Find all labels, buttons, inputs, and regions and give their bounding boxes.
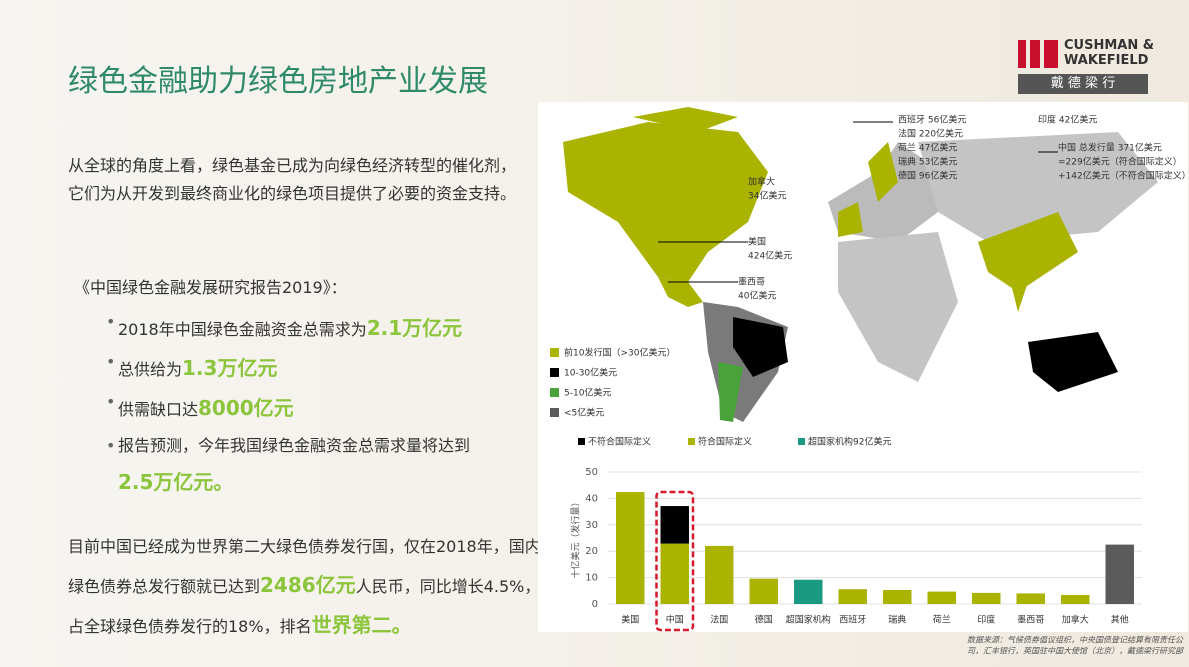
map-label: 荷兰 47亿美元 <box>898 142 957 154</box>
map-label: 德国 96亿美元 <box>898 170 957 182</box>
legend-swatch <box>688 438 695 445</box>
logo-text: WAKEFIELD <box>1064 53 1148 68</box>
x-tick-label: 墨西哥 <box>1017 615 1044 626</box>
bullet-text: 供需缺口达 <box>118 400 198 419</box>
legend-label: 不符合国际定义 <box>588 436 651 448</box>
bullet-text: 总供给为 <box>118 360 182 379</box>
x-tick-label: 印度 <box>977 614 995 626</box>
title: 绿色金融助力绿色房地产业发展 <box>68 56 488 100</box>
x-tick-label: 美国 <box>621 614 639 626</box>
bar <box>972 593 1000 604</box>
bar <box>616 492 644 604</box>
x-tick-label: 瑞典 <box>888 614 906 626</box>
y-tick-label: 30 <box>585 520 598 531</box>
bullet: 供需缺口达8000亿元 <box>118 392 294 421</box>
map-label: 西班牙 56亿美元 <box>898 114 966 126</box>
legend-swatch <box>578 438 585 445</box>
bullet: 报告预测，今年我国绿色金融资金总需求量将达到 2.5万亿元。 <box>118 428 528 502</box>
intro: 从全球的角度上看，绿色基金已成为向绿色经济转型的催化剂，它们为从开发到最终商业化… <box>68 152 518 208</box>
bar <box>1106 545 1134 604</box>
map-legend-label: 10-30亿美元 <box>564 367 617 379</box>
map-label: 34亿美元 <box>748 190 786 202</box>
highlight: 1.3万亿元 <box>182 356 277 380</box>
y-tick-label: 20 <box>585 546 598 557</box>
slide: 绿色金融助力绿色房地产业发展 CUSHMAN & WAKEFIELD 戴 德 梁… <box>0 0 1189 667</box>
x-tick-label: 西班牙 <box>839 614 866 626</box>
bar <box>794 580 822 604</box>
map-legend-swatch <box>550 348 559 357</box>
legend-label: 超国家机构92亿美元 <box>808 436 891 448</box>
bar <box>750 579 778 604</box>
bar <box>1017 593 1045 604</box>
y-axis-label: 十亿美元（发行量） <box>570 497 582 578</box>
map-legend-swatch <box>550 388 559 397</box>
map-label: 加拿大 <box>748 176 775 188</box>
logo-text: CUSHMAN & <box>1064 38 1154 53</box>
bar <box>839 589 867 604</box>
y-tick-label: 40 <box>585 493 598 504</box>
map-label: 墨西哥 <box>738 277 765 288</box>
source-note: 司，汇丰银行，英国驻中国大使馆（北京），戴德梁行研究部 <box>967 647 1185 656</box>
map-label: 瑞典 53亿美元 <box>898 156 957 168</box>
y-tick-label: 50 <box>585 467 598 478</box>
map-legend-label: 前10发行国（>30亿美元） <box>564 347 675 359</box>
y-tick-label: 0 <box>592 599 598 610</box>
bar <box>661 544 689 604</box>
report: 《中国绿色金融发展研究报告2019》： <box>74 274 347 298</box>
bullet-text: 报告预测，今年我国绿色金融资金总需求量将达到 <box>118 436 470 455</box>
bullet: 总供给为1.3万亿元 <box>118 352 277 381</box>
x-tick-label: 加拿大 <box>1062 614 1089 626</box>
bar <box>883 590 911 604</box>
closing: 目前中国已经成为世界第二大绿色债券发行国，仅在2018年，国内绿色债券总发行额就… <box>68 528 548 646</box>
x-tick-label: 其他 <box>1111 614 1129 626</box>
highlight: 2486亿元 <box>260 573 356 597</box>
bar <box>928 592 956 604</box>
logo-cn: 戴 德 梁 行 <box>1018 74 1148 94</box>
map-legend-label: 5-10亿美元 <box>564 387 611 399</box>
bar <box>705 546 733 604</box>
map-label: 印度 42亿美元 <box>1038 114 1097 126</box>
highlight: 2.1万亿元 <box>367 316 462 340</box>
map-label: 中国 总发行量 371亿美元 <box>1058 142 1162 154</box>
highlight: 世界第二。 <box>312 613 412 637</box>
x-tick-label: 中国 <box>666 614 684 626</box>
legend-swatch <box>798 438 805 445</box>
bullet-text: 2018年中国绿色金融资金总需求为 <box>118 320 367 339</box>
y-tick-label: 10 <box>585 573 598 584</box>
bullet: 2018年中国绿色金融资金总需求为2.1万亿元 <box>118 312 462 341</box>
map-label: 法国 220亿美元 <box>898 128 963 140</box>
bar <box>661 506 689 543</box>
source-note: 数据来源：气候债券倡议组织，中央国债登记结算有限责任公 <box>967 636 1184 645</box>
highlight: 8000亿元 <box>198 396 294 420</box>
map-label: 40亿美元 <box>738 290 776 302</box>
x-tick-label: 荷兰 <box>933 614 951 626</box>
x-tick-label: 法国 <box>710 614 728 626</box>
map-legend-swatch <box>550 368 559 377</box>
legend-label: 符合国际定义 <box>698 436 752 448</box>
map-label: 424亿美元 <box>748 250 792 262</box>
bar <box>1061 595 1089 604</box>
map-label: +142亿美元（不符合国际定义） <box>1058 170 1188 182</box>
x-tick-label: 德国 <box>755 614 773 626</box>
logo-mark <box>1018 40 1058 68</box>
highlight: 2.5万亿元。 <box>118 470 233 494</box>
map-legend-label: <5亿美元 <box>564 407 604 419</box>
x-tick-label: 超国家机构 <box>786 614 831 626</box>
map-legend-swatch <box>550 408 559 417</box>
map-label: =229亿美元（符合国际定义） <box>1058 156 1182 168</box>
map-label: 美国 <box>748 236 766 248</box>
logo: CUSHMAN & WAKEFIELD 戴 德 梁 行 <box>1018 36 1168 98</box>
